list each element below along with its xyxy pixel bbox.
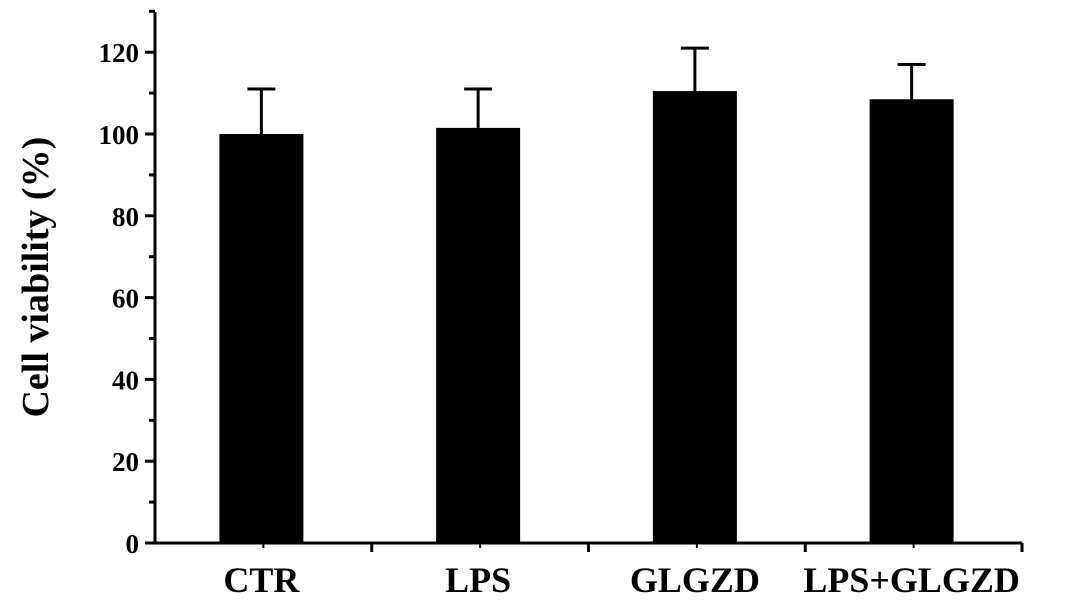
bar-glgzd xyxy=(652,91,737,544)
y-tick-label: 20 xyxy=(112,447,139,477)
axes-layer xyxy=(145,9,1024,552)
bar-ctr xyxy=(219,134,304,543)
y-tick-label: 60 xyxy=(112,284,139,314)
x-tick-label: GLGZD xyxy=(630,560,760,600)
y-tick-label: 0 xyxy=(126,529,140,559)
error-bars-layer xyxy=(247,46,926,134)
x-tick-label: CTR xyxy=(223,560,300,600)
y-tick-label: 40 xyxy=(112,365,139,395)
bar-lps xyxy=(436,127,521,544)
x-tick-label: LPS+GLGZD xyxy=(803,560,1020,600)
x-tick-label: LPS xyxy=(445,560,511,600)
y-axis-title: Cell viability (%) xyxy=(15,137,57,418)
bar-lps-glgzd xyxy=(869,99,954,544)
bars-layer xyxy=(219,91,954,544)
y-tick-label: 80 xyxy=(112,202,139,232)
y-tick-label: 100 xyxy=(99,120,140,150)
y-tick-label: 120 xyxy=(99,38,140,68)
labels-layer: CTR LPS GLGZD LPS+GLGZD 0 20 40 60 80 100 120 xyxy=(99,38,1020,600)
